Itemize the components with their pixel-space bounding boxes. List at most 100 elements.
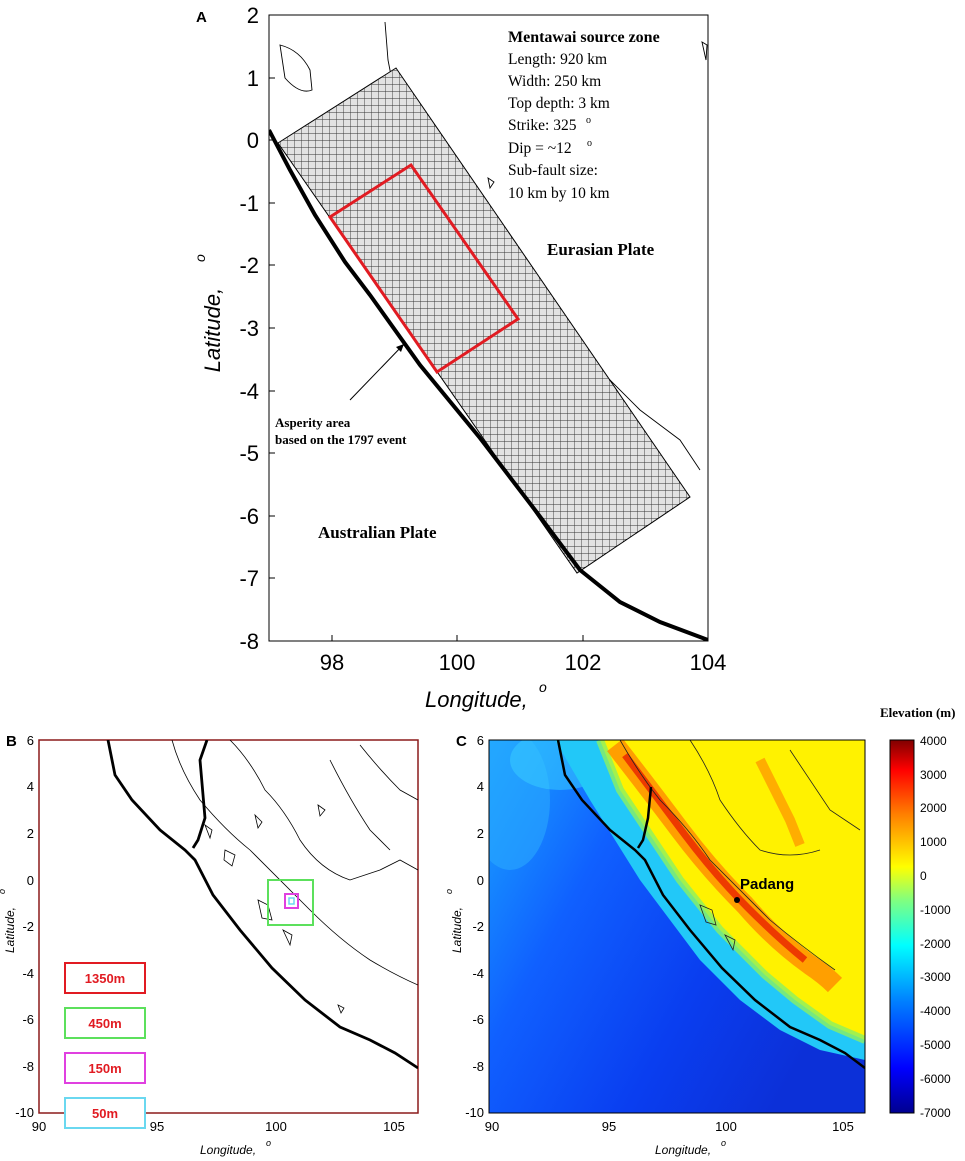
y-tick-label: -4 bbox=[22, 966, 34, 981]
y-tick-label: -8 bbox=[22, 1059, 34, 1074]
legend-box-150m bbox=[64, 1052, 146, 1084]
grid-resolution-legend: 1350m 450m 150m 50m bbox=[64, 962, 146, 1129]
elevation-map bbox=[489, 740, 865, 1113]
x-ticks-a: 98 100 102 104 bbox=[320, 650, 727, 675]
y-tick-label: 0 bbox=[477, 873, 484, 888]
asperity-label: Asperity area bbox=[275, 415, 351, 430]
australian-plate-label: Australian Plate bbox=[318, 523, 437, 542]
colorbar-title: Elevation (m) bbox=[880, 705, 955, 720]
y-ticks-a: 2 1 0 -1 -2 -3 -4 -5 -6 -7 -8 bbox=[239, 3, 259, 654]
asperity-rectangle bbox=[327, 162, 521, 375]
x-tick-label: 98 bbox=[320, 650, 344, 675]
padang-marker bbox=[734, 897, 740, 903]
superscript: o bbox=[586, 115, 591, 126]
axis-ticks-a bbox=[269, 14, 584, 641]
y-tick-label: -8 bbox=[239, 629, 259, 654]
y-axis-label-c: Latitude, bbox=[450, 907, 464, 953]
y-tick-label: 2 bbox=[27, 826, 34, 841]
info-line: Length: 920 km bbox=[508, 51, 607, 68]
y-ticks-c: 6 4 2 0 -2 -4 -6 -8 -10 bbox=[465, 733, 484, 1120]
x-tick-label: 100 bbox=[265, 1119, 287, 1134]
legend-box-1350m bbox=[64, 962, 146, 994]
y-tick-label: -10 bbox=[15, 1105, 34, 1120]
x-axis-label-b: Longitude, bbox=[200, 1143, 256, 1157]
panel-a: A bbox=[192, 3, 726, 712]
y-tick-label: 2 bbox=[247, 3, 259, 28]
y-tick-label: 0 bbox=[27, 873, 34, 888]
source-zone-info: Mentawai source zone Length: 920 km Widt… bbox=[508, 29, 660, 202]
colorbar-tick: 1000 bbox=[920, 835, 947, 849]
x-tick-label: 102 bbox=[565, 650, 602, 675]
panel-c: C bbox=[444, 705, 955, 1157]
info-line: Width: 250 km bbox=[508, 73, 601, 90]
x-tick-label: 90 bbox=[485, 1119, 499, 1134]
colorbar-tick: -2000 bbox=[920, 937, 951, 951]
colorbar bbox=[889, 739, 915, 1114]
x-tick-label: 100 bbox=[715, 1119, 737, 1134]
coastlines-b bbox=[171, 740, 418, 1014]
x-tick-label: 105 bbox=[832, 1119, 854, 1134]
colorbar-ticks: 4000 3000 2000 1000 0 -1000 -2000 -3000 … bbox=[920, 734, 951, 1120]
domain-50m-box bbox=[288, 897, 295, 905]
info-title: Mentawai source zone bbox=[508, 29, 660, 46]
fault-b bbox=[191, 740, 209, 849]
y-tick-label: -10 bbox=[465, 1105, 484, 1120]
colorbar-tick: -6000 bbox=[920, 1072, 951, 1086]
legend-label: 50m bbox=[92, 1106, 118, 1121]
colorbar-tick: 0 bbox=[920, 869, 927, 883]
y-tick-label: -2 bbox=[239, 253, 259, 278]
colorbar-tick: -3000 bbox=[920, 970, 951, 984]
source-zone-grid bbox=[277, 67, 691, 574]
panel-c-label: C bbox=[456, 733, 467, 750]
y-tick-label: -6 bbox=[472, 1012, 484, 1027]
info-line: Dip = ~12 bbox=[508, 140, 572, 157]
x-tick-label: 104 bbox=[690, 650, 727, 675]
panel-b: B 1350m bbox=[0, 733, 419, 1157]
y-tick-label: -2 bbox=[22, 919, 34, 934]
colorbar-tick: -7000 bbox=[920, 1106, 951, 1120]
info-line: Sub-fault size: bbox=[508, 162, 598, 179]
x-tick-label: 95 bbox=[150, 1119, 164, 1134]
y-tick-label: -6 bbox=[22, 1012, 34, 1027]
degree-mark: o bbox=[539, 679, 547, 695]
y-axis-label-b: Latitude, bbox=[3, 907, 17, 953]
colorbar-tick: -1000 bbox=[920, 903, 951, 917]
legend-label: 450m bbox=[88, 1016, 121, 1031]
y-tick-label: -5 bbox=[239, 441, 259, 466]
degree-mark: o bbox=[266, 1138, 271, 1148]
legend-label: 1350m bbox=[85, 971, 125, 986]
degree-mark: o bbox=[0, 889, 7, 894]
colorbar-tick: -5000 bbox=[920, 1038, 951, 1052]
fault-c bbox=[636, 786, 653, 849]
y-tick-label: -3 bbox=[239, 316, 259, 341]
y-tick-label: 6 bbox=[27, 733, 34, 748]
y-axis-label-a: Latitude, bbox=[200, 288, 225, 372]
legend-box-50m bbox=[64, 1097, 146, 1129]
trench-b bbox=[106, 740, 418, 1070]
y-ticks-b: 6 4 2 0 -2 -4 -6 -8 -10 bbox=[15, 733, 34, 1120]
y-tick-label: -2 bbox=[472, 919, 484, 934]
x-axis-label-a: Longitude, bbox=[425, 687, 528, 712]
colorbar-tick: 2000 bbox=[920, 801, 947, 815]
colorbar-tick: -4000 bbox=[920, 1004, 951, 1018]
colorbar-tick: 4000 bbox=[920, 734, 947, 748]
y-tick-label: -6 bbox=[239, 504, 259, 529]
panel-b-frame bbox=[38, 739, 419, 1114]
x-tick-label: 105 bbox=[383, 1119, 405, 1134]
trench-c bbox=[556, 740, 865, 1069]
superscript: o bbox=[587, 138, 592, 149]
x-tick-label: 100 bbox=[439, 650, 476, 675]
y-tick-label: 2 bbox=[477, 826, 484, 841]
colorbar-tick: 3000 bbox=[920, 768, 947, 782]
x-ticks-b: 90 95 100 105 bbox=[32, 1119, 405, 1134]
info-line: Strike: 325 bbox=[508, 117, 577, 134]
degree-mark: o bbox=[192, 254, 208, 262]
y-tick-label: 4 bbox=[27, 779, 34, 794]
asperity-label: based on the 1797 event bbox=[275, 432, 407, 447]
y-tick-label: -4 bbox=[239, 379, 259, 404]
legend-box-450m bbox=[64, 1007, 146, 1039]
y-tick-label: 0 bbox=[247, 128, 259, 153]
x-ticks-c: 90 95 100 105 bbox=[485, 1119, 854, 1134]
x-tick-label: 95 bbox=[602, 1119, 616, 1134]
